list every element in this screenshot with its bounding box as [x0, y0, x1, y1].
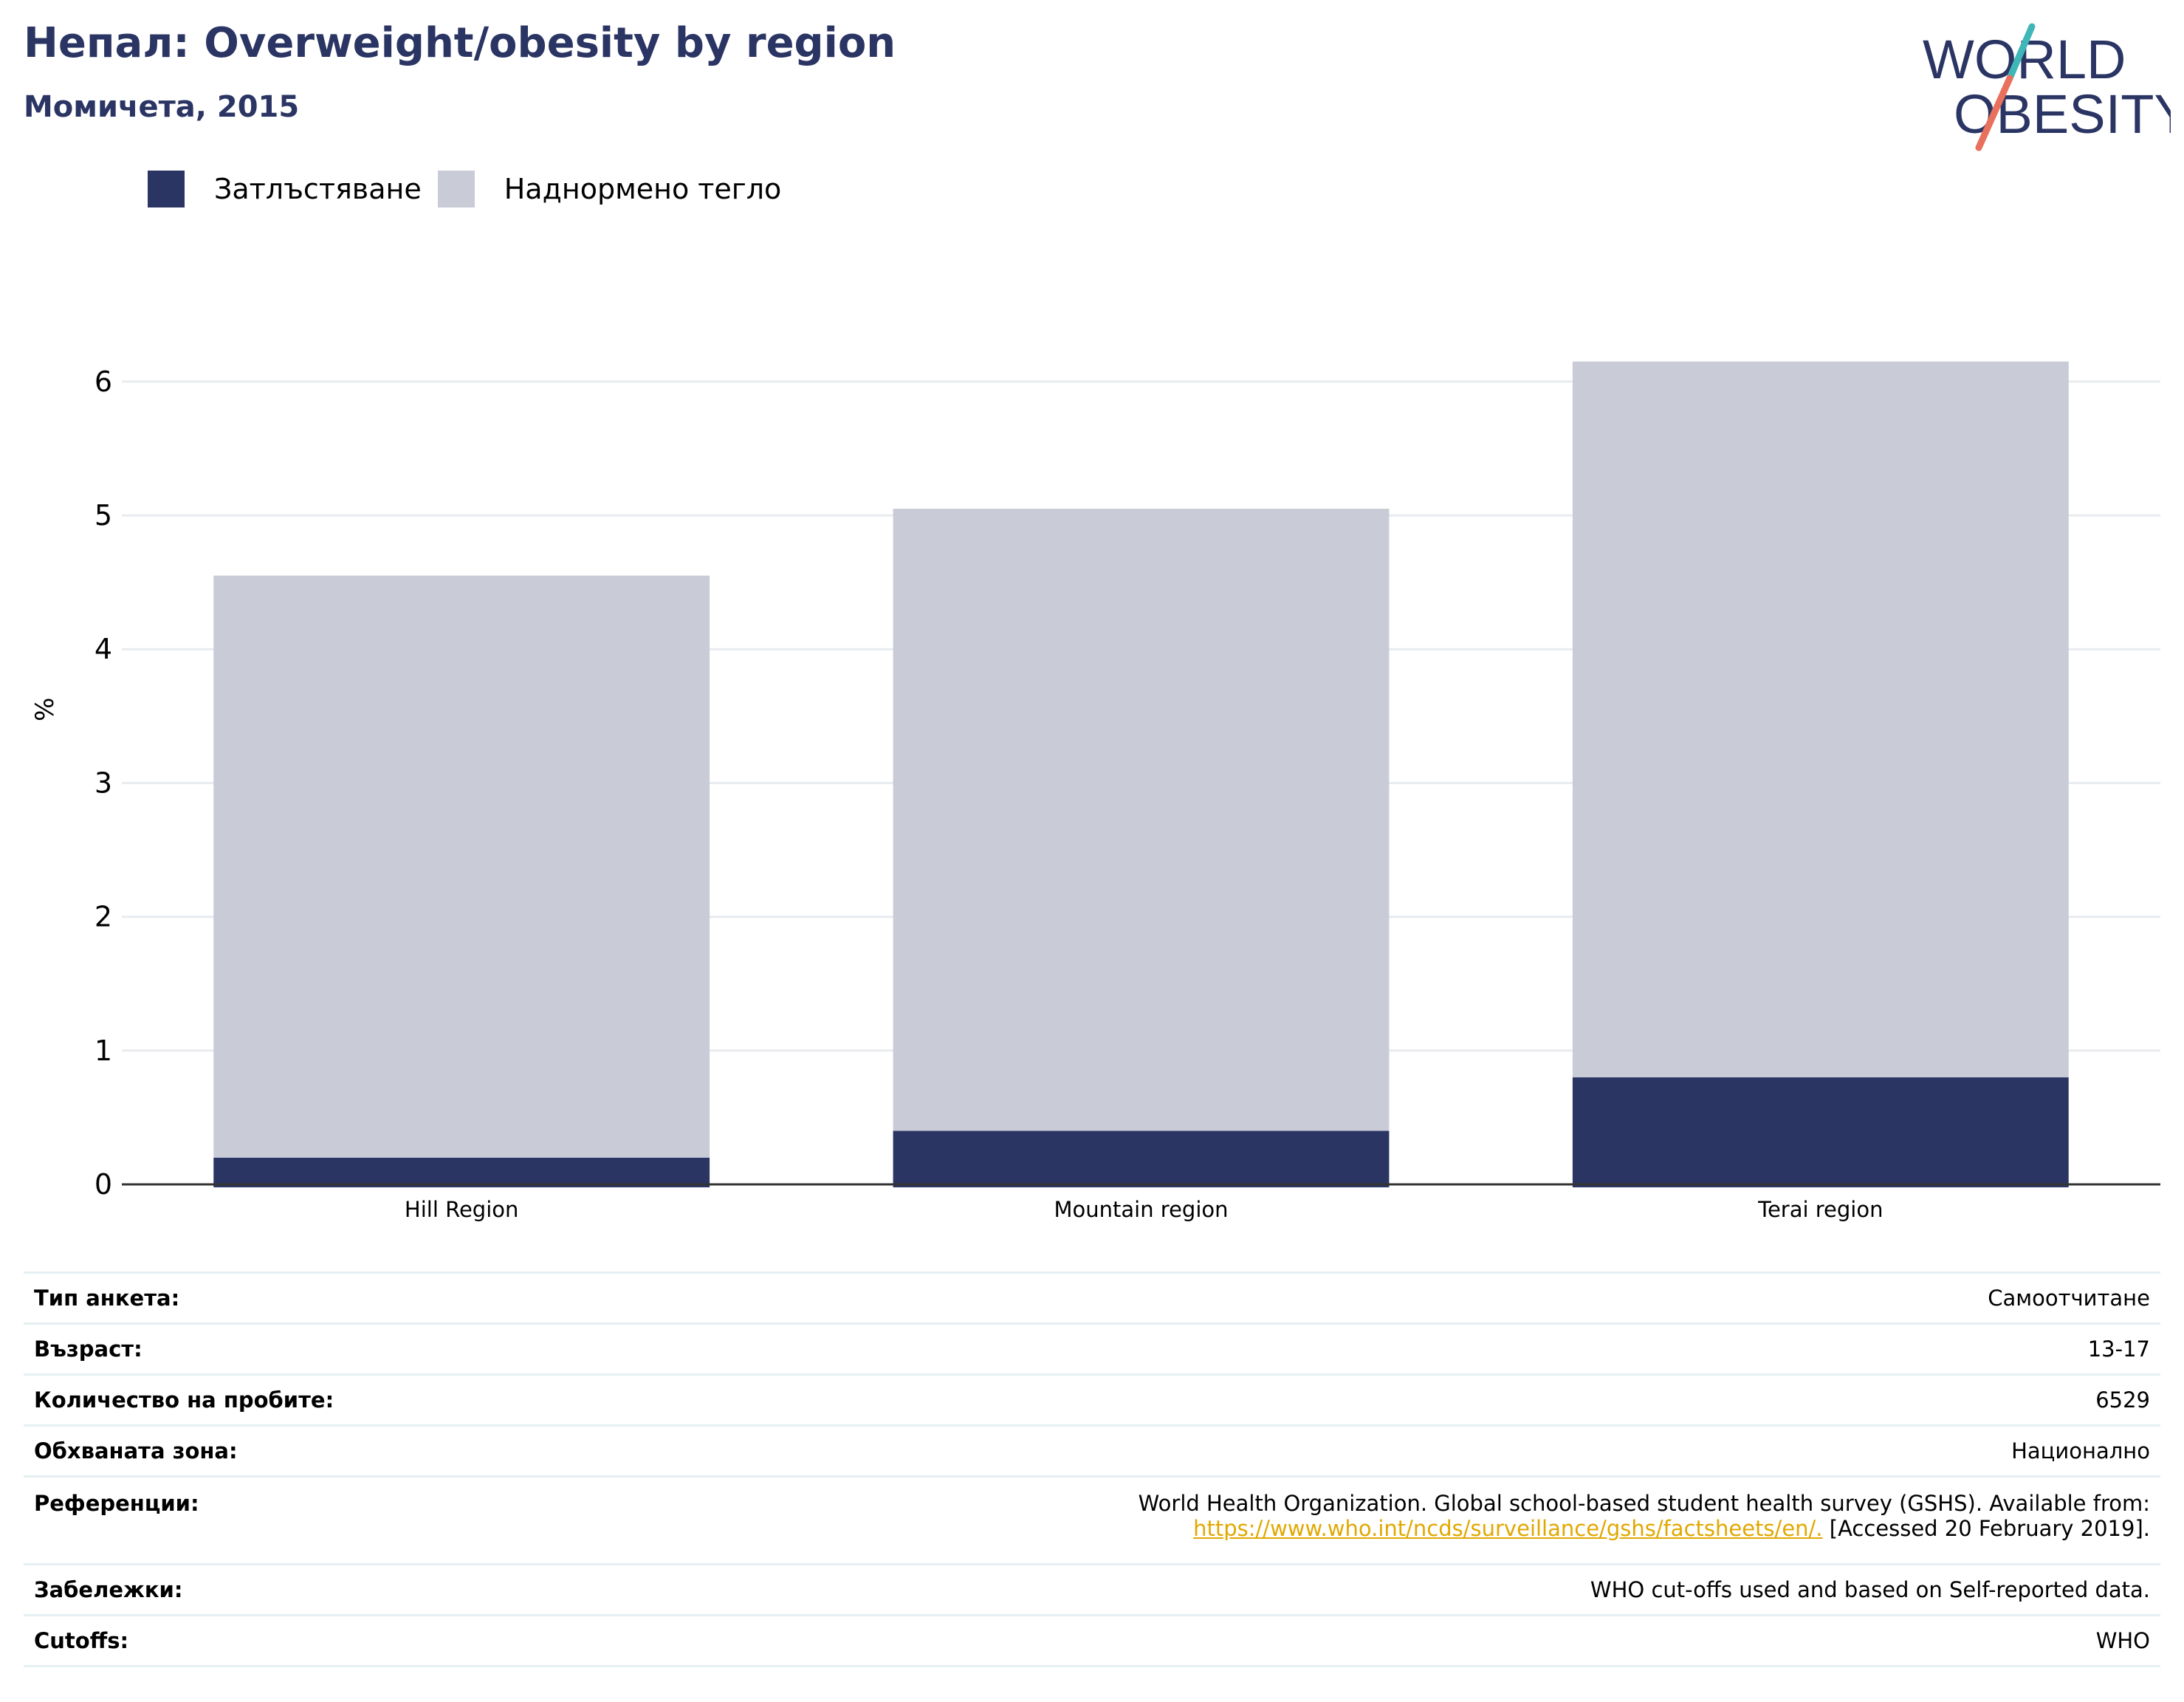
- chart-title: Непал: Overweight/obesity by region: [24, 19, 896, 67]
- y-tick-label: 2: [95, 901, 112, 933]
- y-tick-label: 3: [95, 766, 112, 799]
- info-row-cutoffs: Cutoffs: WHO: [24, 1614, 2160, 1667]
- stacked-bar-chart: 0 1 2 3 4 5 6% Hill Region Mountain region Terai …: [30, 361, 2160, 1222]
- legend-swatch-obesity: [148, 171, 185, 207]
- y-axis-label: %: [30, 698, 60, 721]
- reference-accessed: [Accessed 20 February 2019].: [1829, 1516, 2150, 1541]
- bar-obesity-3[interactable]: [1572, 1077, 2069, 1187]
- legend-label-overweight: Наднормено тегло: [504, 173, 782, 205]
- legend-item-obesity[interactable]: Затлъстяване: [148, 171, 422, 207]
- info-value-references: World Health Organization. Global school…: [487, 1475, 2160, 1565]
- info-value-age: 13-17: [487, 1322, 2160, 1375]
- info-row-area: Обхваната зона: Национално: [24, 1424, 2160, 1477]
- info-value-notes: WHO cut-offs used and based on Self-repo…: [487, 1563, 2160, 1616]
- reference-link[interactable]: https://www.who.int/ncds/surveillance/gs…: [1193, 1516, 1823, 1541]
- y-tick-label: 5: [95, 499, 112, 532]
- info-row-notes: Забележки: WHO cut-offs used and based o…: [24, 1563, 2160, 1616]
- info-value-sample-size: 6529: [487, 1373, 2160, 1426]
- legend-swatch-overweight: [437, 171, 475, 207]
- info-label-cutoffs: Cutoffs:: [24, 1614, 487, 1667]
- info-label-age: Възраст:: [24, 1322, 487, 1375]
- bar-obesity-2[interactable]: [893, 1130, 1390, 1187]
- info-value-cutoffs: WHO: [487, 1614, 2160, 1667]
- bar-overweight-1[interactable]: [213, 575, 710, 1158]
- info-row-sample-size: Количество на пробите: 6529: [24, 1373, 2160, 1426]
- logo-slash-coral: [1975, 75, 2013, 151]
- bar-obesity-1[interactable]: [213, 1157, 710, 1187]
- bar-overweight-2[interactable]: [893, 508, 1390, 1131]
- info-row-survey-type: Тип анкета: Самоотчитане: [24, 1272, 2160, 1324]
- info-row-references: Референции: World Health Organization. G…: [24, 1475, 2160, 1565]
- chart-subtitle: Момичета, 2015: [24, 90, 300, 124]
- info-label-sample-size: Количество на пробите:: [24, 1373, 487, 1426]
- legend-item-overweight[interactable]: Наднормено тегло: [437, 171, 782, 207]
- legend-label-obesity: Затлъстяване: [214, 173, 422, 205]
- reference-text: World Health Organization. Global school…: [1138, 1491, 2150, 1516]
- info-label-area: Обхваната зона:: [24, 1424, 487, 1477]
- y-tick-label: 1: [95, 1034, 112, 1067]
- y-tick-label: 6: [95, 366, 112, 398]
- logo-slash-teal: [2006, 23, 2036, 82]
- x-tick-label: Mountain region: [1054, 1197, 1228, 1222]
- info-label-notes: Забележки:: [24, 1563, 487, 1616]
- info-label-references: Референции:: [24, 1475, 487, 1565]
- info-value-area: Национално: [487, 1424, 2160, 1477]
- x-tick-label: Terai region: [1757, 1197, 1883, 1222]
- logo-text-obesity: OBESITY: [1954, 83, 2171, 145]
- world-obesity-logo: WORLD OBESITY: [1923, 23, 2171, 151]
- info-value-survey-type: Самоотчитане: [487, 1272, 2160, 1324]
- y-tick-label: 0: [95, 1168, 112, 1201]
- info-row-age: Възраст: 13-17: [24, 1322, 2160, 1375]
- x-tick-label: Hill Region: [405, 1197, 518, 1222]
- y-tick-label: 4: [95, 633, 112, 665]
- bar-overweight-3[interactable]: [1572, 361, 2069, 1078]
- survey-info-table: Тип анкета: Самоотчитане Възраст: 13-17 …: [24, 1272, 2160, 1667]
- info-label-survey-type: Тип анкета:: [24, 1272, 487, 1324]
- chart-legend: Затлъстяване Наднормено тегло: [148, 170, 797, 208]
